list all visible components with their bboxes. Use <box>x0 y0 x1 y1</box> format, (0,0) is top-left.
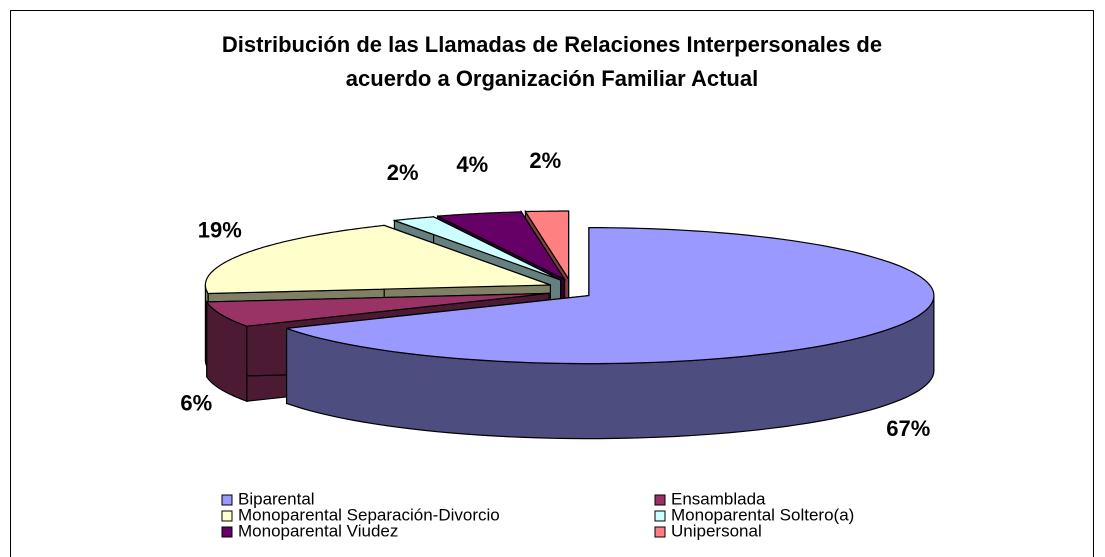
chart-title: Distribución de las Llamadas de Relacion… <box>221 32 883 91</box>
legend-marker <box>221 494 233 506</box>
legend-label: Biparental <box>238 489 315 508</box>
legend-marker <box>654 510 666 522</box>
data-label: 2% <box>387 160 419 185</box>
slice-top <box>437 211 567 281</box>
data-label: 6% <box>180 390 212 415</box>
legend-marker <box>654 494 666 506</box>
data-label: 4% <box>456 152 488 177</box>
legend-marker <box>221 510 233 522</box>
legend-label: Ensamblada <box>671 489 766 508</box>
slice-top <box>205 292 550 327</box>
slice-top <box>392 216 561 281</box>
legend-label: Monoparental Soltero(a) <box>671 505 854 524</box>
slice-top <box>204 224 551 295</box>
legend-label: Unipersonal <box>671 521 762 540</box>
slice <box>286 227 935 440</box>
data-label: 2% <box>529 148 561 173</box>
legend-label: Monoparental Separación-Divorcio <box>238 505 500 524</box>
legend-marker <box>654 526 666 538</box>
legend-marker <box>221 526 233 538</box>
slice-top <box>286 227 935 365</box>
data-label: 19% <box>198 218 242 243</box>
slice-top <box>524 210 570 282</box>
data-label: 67% <box>886 416 930 441</box>
legend-label: Monoparental Viudez <box>238 521 398 540</box>
